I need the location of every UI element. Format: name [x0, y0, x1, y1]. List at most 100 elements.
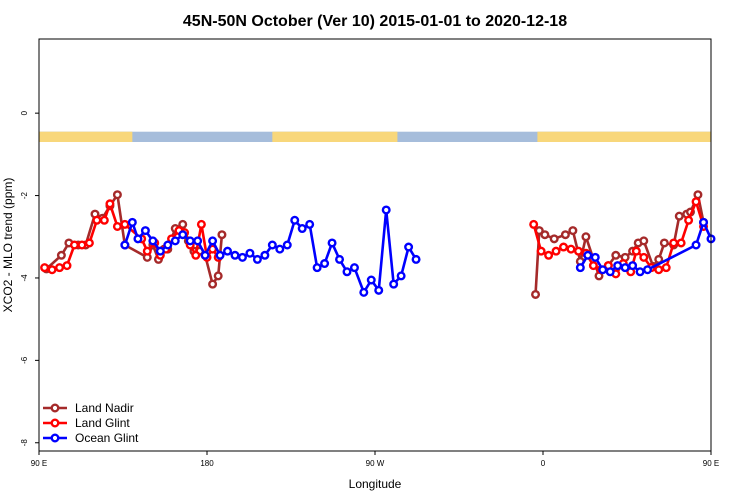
data-point-ocean-glint — [590, 252, 600, 262]
land-mask-band — [39, 131, 711, 142]
data-point-land-nadir — [611, 250, 621, 260]
data-point-ocean-glint — [267, 240, 277, 250]
data-point-ocean-glint — [359, 287, 369, 297]
data-point-land-glint — [573, 246, 583, 256]
data-point-ocean-glint — [275, 244, 285, 254]
data-point-land-glint — [551, 246, 561, 256]
data-point-land-nadir — [56, 250, 66, 260]
data-point-land-glint — [69, 240, 79, 250]
data-point-ocean-glint — [699, 217, 709, 227]
data-point-land-glint — [669, 238, 679, 248]
x-tick-label: 0 — [541, 459, 546, 468]
data-point-ocean-glint — [327, 238, 337, 248]
data-point-land-glint — [62, 261, 72, 271]
data-point-ocean-glint — [148, 236, 158, 246]
data-point-ocean-glint — [245, 248, 255, 258]
data-point-ocean-glint — [366, 275, 376, 285]
data-point-land-glint — [529, 219, 539, 229]
data-point-land-nadir — [549, 234, 559, 244]
data-point-ocean-glint — [575, 263, 585, 273]
data-point-ocean-glint — [260, 250, 270, 260]
data-point-land-glint — [588, 261, 598, 271]
data-point-ocean-glint — [613, 261, 623, 271]
data-point-ocean-glint — [349, 263, 359, 273]
data-point-land-nadir — [568, 226, 578, 236]
legend-swatch-marker — [50, 433, 60, 443]
data-point-land-glint — [566, 244, 576, 254]
data-point-ocean-glint — [215, 250, 225, 260]
data-point-land-glint — [631, 246, 641, 256]
data-point-land-glint — [77, 240, 87, 250]
data-point-land-nadir — [639, 236, 649, 246]
data-point-ocean-glint — [297, 224, 307, 234]
data-point-land-glint — [40, 263, 50, 273]
data-point-ocean-glint — [120, 240, 130, 250]
chart-title: 45N-50N October (Ver 10) 2015-01-01 to 2… — [183, 13, 567, 30]
data-point-ocean-glint — [635, 267, 645, 277]
data-point-ocean-glint — [305, 219, 315, 229]
data-point-ocean-glint — [396, 271, 406, 281]
plot-frame — [38, 38, 712, 452]
data-point-ocean-glint — [170, 236, 180, 246]
data-point-ocean-glint — [290, 215, 300, 225]
data-point-land-glint — [559, 242, 569, 252]
data-point-land-glint — [654, 265, 664, 275]
legend-swatch-marker — [50, 403, 60, 413]
data-point-land-glint — [196, 219, 206, 229]
series-layer — [40, 190, 716, 299]
data-point-land-nadir — [217, 230, 227, 240]
data-point-ocean-glint — [127, 217, 137, 227]
y-tick-label: 0 — [20, 110, 29, 115]
y-tick-label: -6 — [20, 356, 29, 364]
x-tick-label: 90 E — [703, 459, 719, 468]
data-point-land-glint — [55, 263, 65, 273]
data-point-ocean-glint — [605, 267, 615, 277]
data-point-land-nadir — [531, 289, 541, 299]
data-point-ocean-glint — [411, 254, 421, 264]
data-point-land-glint — [99, 215, 109, 225]
legend-label: Land Glint — [75, 416, 130, 430]
data-point-land-glint — [676, 238, 686, 248]
data-point-ocean-glint — [223, 246, 233, 256]
x-tick-label: 90 W — [366, 459, 385, 468]
series-line-land-glint — [44, 202, 220, 272]
legend-item-land-nadir: Land Nadir — [43, 401, 134, 415]
data-point-land-glint — [639, 252, 649, 262]
series-ocean-glint — [120, 205, 716, 297]
data-point-ocean-glint — [208, 236, 218, 246]
legend-item-land-glint: Land Glint — [43, 416, 130, 430]
x-tick-label: 90 E — [31, 459, 47, 468]
legend-item-ocean-glint: Ocean Glint — [43, 431, 139, 445]
data-point-ocean-glint — [140, 226, 150, 236]
legend-swatch-marker — [50, 418, 60, 428]
x-axis-label: Longitude — [349, 477, 402, 491]
data-point-ocean-glint — [178, 230, 188, 240]
land-band-segment — [537, 131, 711, 142]
data-point-land-nadir — [112, 190, 122, 200]
y-tick-label: -8 — [20, 439, 29, 447]
data-point-land-glint — [691, 197, 701, 207]
data-point-land-nadir — [213, 271, 223, 281]
data-point-ocean-glint — [335, 254, 345, 264]
data-point-ocean-glint — [200, 250, 210, 260]
land-band-segment — [272, 131, 398, 142]
land-band-segment — [39, 131, 133, 142]
data-point-ocean-glint — [282, 240, 292, 250]
data-point-land-glint — [84, 238, 94, 248]
data-point-ocean-glint — [320, 259, 330, 269]
data-point-land-glint — [536, 246, 546, 256]
data-point-land-nadir — [560, 230, 570, 240]
data-point-land-glint — [544, 250, 554, 260]
data-point-land-nadir — [540, 230, 550, 240]
data-point-ocean-glint — [374, 285, 384, 295]
data-point-ocean-glint — [620, 263, 630, 273]
y-tick-label: -2 — [20, 191, 29, 199]
data-point-land-glint — [112, 221, 122, 231]
y-axis-label: XCO2 - MLO trend (ppm) — [1, 178, 15, 313]
data-point-land-nadir — [674, 211, 684, 221]
data-point-ocean-glint — [404, 242, 414, 252]
data-point-land-nadir — [208, 279, 218, 289]
data-point-ocean-glint — [628, 261, 638, 271]
